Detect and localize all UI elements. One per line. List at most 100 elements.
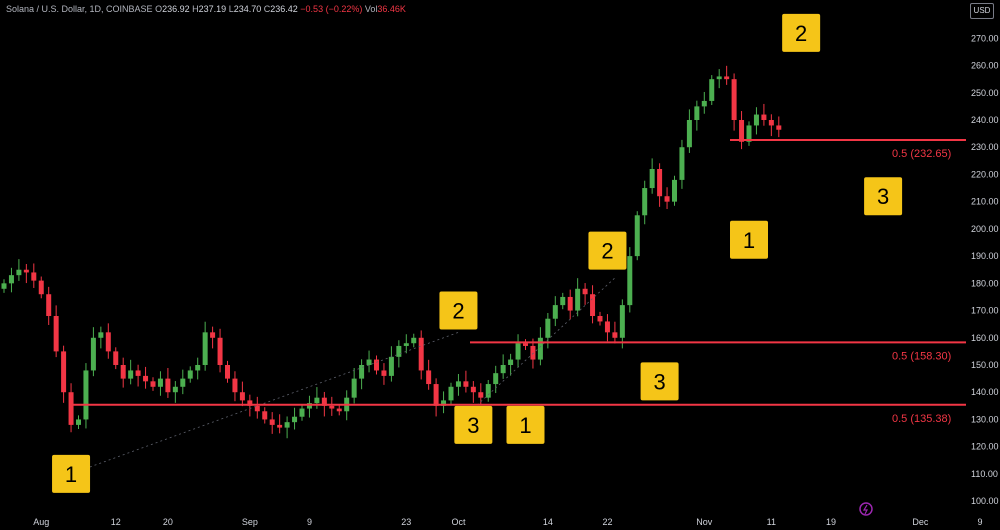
candle [686, 109, 692, 153]
candle [560, 292, 566, 310]
candle [105, 323, 111, 359]
wave-label-box [782, 13, 821, 52]
time-tick-label: 11 [767, 517, 776, 527]
price-axis: 100.00 110.00 120.00 130.00 140.00 150.00 160.… [971, 33, 999, 506]
candle [753, 107, 759, 135]
candle-body [724, 76, 730, 80]
candle [53, 305, 59, 358]
wave-label: 3 [454, 405, 493, 444]
candle-body [515, 343, 521, 360]
price-tick-label: 210.00 [971, 197, 999, 207]
candle [225, 360, 230, 383]
candle [433, 378, 439, 417]
candle-body [165, 378, 171, 393]
fib-level-label: 0.5 (135.38) [892, 413, 951, 425]
candle-body [321, 397, 327, 406]
legend-open: 236.92 [162, 4, 190, 14]
candle [396, 340, 402, 368]
lightning-icon[interactable] [859, 502, 873, 516]
candle-body [314, 397, 320, 404]
candle-body [53, 316, 59, 352]
candle-body [202, 332, 208, 365]
candle [523, 339, 528, 351]
wave-label-box [454, 405, 493, 444]
candle-body [225, 365, 230, 379]
candle-body [180, 378, 186, 387]
candle-body [403, 343, 409, 346]
fib-level-label: 0.5 (158.30) [892, 350, 951, 362]
candle-body [68, 392, 74, 425]
wave-label: 1 [506, 405, 545, 444]
candle [16, 259, 22, 281]
fib-lines-layer: 0.5 (232.65) 0.5 (158.30) 0.5 (135.38) [70, 139, 966, 425]
candle-body [396, 345, 402, 357]
candle-body [716, 76, 722, 80]
candle-body [306, 403, 312, 409]
candle [448, 382, 454, 405]
candle-body [731, 79, 737, 120]
candle-body [105, 332, 111, 352]
wave-label: 3 [640, 362, 679, 401]
price-tick-label: 270.00 [971, 33, 999, 43]
candle [284, 416, 290, 439]
candle-body [634, 215, 640, 257]
time-tick-label: 9 [307, 517, 312, 527]
currency-button[interactable]: USD [970, 3, 994, 19]
candle-body [537, 337, 543, 360]
candle [366, 350, 372, 373]
candle-body [426, 370, 432, 385]
legend-change: −0.53 (−0.22%) [300, 4, 363, 14]
candle-body [657, 169, 663, 197]
wave-label: 1 [52, 454, 91, 493]
price-tick-label: 170.00 [971, 306, 999, 316]
candle [485, 379, 491, 402]
wave-label-text: 1 [743, 228, 755, 253]
candle [761, 103, 767, 126]
candle [582, 283, 588, 305]
candle [694, 100, 700, 131]
candle-body [217, 337, 223, 365]
candle [150, 377, 156, 391]
candle [768, 114, 774, 137]
candle-body [232, 378, 238, 393]
candle [269, 412, 275, 434]
candle [76, 415, 81, 429]
candle [590, 285, 596, 324]
wave-label-box [439, 291, 478, 330]
candle [299, 404, 305, 421]
candle [98, 326, 104, 349]
candle [120, 357, 126, 388]
candle [724, 65, 730, 85]
candle [195, 357, 201, 380]
candle [716, 69, 722, 89]
candle [627, 247, 633, 313]
candle-body [478, 392, 484, 398]
candle-body [411, 337, 417, 344]
legend-symbol: Solana / U.S. Dollar, 1D, COINBASE [6, 4, 153, 14]
candle [739, 111, 745, 150]
time-tick-label: 23 [401, 517, 411, 527]
wave-label-text: 3 [877, 184, 889, 209]
candle-body [269, 419, 275, 425]
candle [455, 373, 461, 396]
candle-body [90, 337, 96, 371]
price-tick-label: 250.00 [971, 88, 999, 98]
candle [172, 381, 178, 403]
candle-body [441, 400, 447, 406]
candle [493, 365, 499, 394]
candle [61, 345, 67, 403]
candle-body [292, 416, 298, 423]
candle-body [433, 384, 439, 406]
wave-label-text: 1 [519, 413, 531, 438]
candle-body [359, 365, 365, 379]
price-tick-label: 100.00 [971, 496, 999, 506]
candle [68, 383, 74, 433]
candle-body [627, 256, 633, 306]
time-tick-label: 19 [826, 517, 836, 527]
candle [463, 370, 469, 393]
fib-level-label: 0.5 (232.65) [892, 148, 951, 160]
candle-body [388, 356, 394, 376]
wave-labels-layer: 1 2 3 1 2 3 1 2 3 [52, 13, 903, 493]
candle-body [597, 316, 603, 322]
